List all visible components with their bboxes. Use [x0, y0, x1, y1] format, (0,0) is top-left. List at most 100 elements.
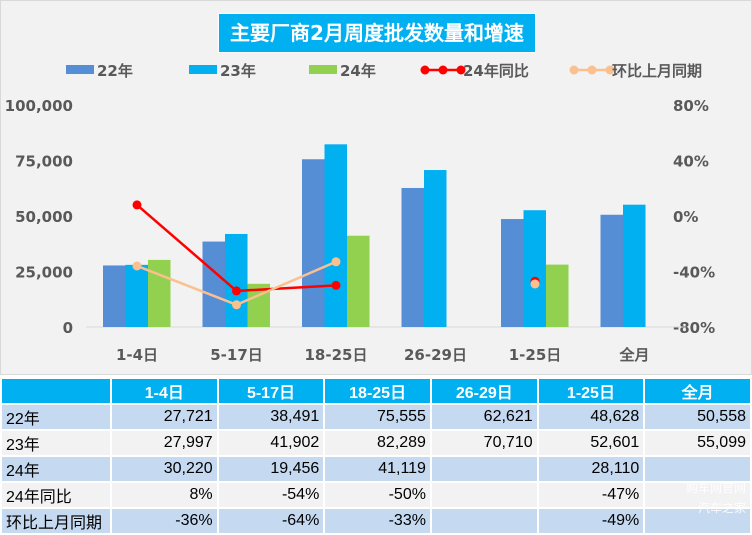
table-cell: 8%	[111, 483, 217, 507]
left-tick: 50,000	[15, 208, 73, 226]
table-row: 24年 30,220 19,456 41,119 28,110	[2, 457, 750, 481]
bar-23年	[125, 264, 148, 327]
right-tick: 40%	[673, 153, 709, 171]
table-cell: 48,628	[538, 405, 644, 429]
legend-swatch	[66, 65, 94, 74]
bar-23年	[424, 170, 447, 327]
legend-marker	[456, 65, 466, 75]
point-24年同比	[232, 286, 241, 296]
watermark-2: 汽车之家	[697, 501, 746, 515]
table-cell: 30,220	[111, 457, 217, 481]
legend-label: 环比上月同期	[612, 62, 702, 80]
bar-22年	[600, 214, 623, 327]
x-tick: 5-17日	[210, 346, 263, 364]
table-cell: 38,491	[218, 405, 324, 429]
table-header: 1-4日 5-17日 18-25日 26-29日 1-25日 全月	[2, 379, 750, 403]
left-tick: 0	[63, 319, 73, 337]
table-cell: 55,099	[645, 431, 750, 455]
table-cell: 75,555	[325, 405, 430, 429]
table-cell: 19,456	[218, 457, 324, 481]
point-环比上月同期	[232, 300, 241, 310]
table-cell: 23年	[2, 431, 110, 455]
bar-22年	[202, 241, 225, 327]
table-cell: 41,119	[325, 457, 430, 481]
legend-swatch	[309, 65, 337, 74]
legend-marker	[438, 65, 448, 75]
table-cell: -36%	[111, 509, 217, 533]
table-cell: -33%	[325, 509, 430, 533]
bar-22年	[501, 219, 524, 327]
table-cell	[431, 483, 537, 507]
chart-area: 主要厂商2月周度批发数量和增速 0 25,000 50,000 75,000 100,0…	[0, 0, 752, 375]
table-cell: 52,601	[538, 431, 644, 455]
table-cell: 70,710	[431, 431, 537, 455]
table-cell: -47%	[538, 483, 644, 507]
x-tick: 全月	[618, 346, 649, 364]
table-cell: 27,997	[111, 431, 217, 455]
table-cell: -49%	[538, 509, 644, 533]
table-cell: 50,558	[645, 405, 750, 429]
header-cell: 18-25日	[325, 379, 430, 403]
legend-marker	[587, 65, 597, 75]
bar-23年	[225, 233, 248, 327]
table-cell: 41,902	[218, 431, 324, 455]
table-cell	[645, 457, 750, 481]
table-cell: -64%	[218, 509, 324, 533]
x-tick: 1-4日	[116, 346, 158, 364]
legend-swatch	[189, 65, 217, 74]
table-cell: -50%	[325, 483, 430, 507]
data-table: 1-4日 5-17日 18-25日 26-29日 1-25日 全月 22年 27,721 38,…	[0, 377, 752, 535]
left-tick: 75,000	[15, 153, 73, 171]
right-tick: 0%	[673, 208, 698, 226]
table-cell: 62,621	[431, 405, 537, 429]
point-24年同比	[331, 280, 341, 290]
legend-label: 24年	[340, 62, 376, 80]
bar-23年	[523, 210, 546, 327]
bar-24年	[247, 283, 270, 327]
header-cell: 26-29日	[431, 379, 537, 403]
table-cell	[645, 483, 750, 507]
table-cell: 24年	[2, 457, 110, 481]
table-cell: 22年	[2, 405, 110, 429]
right-tick: 80%	[673, 97, 709, 115]
table-cell: 24年同比	[2, 483, 110, 507]
x-tick: 18-25日	[305, 346, 368, 364]
bar-24年	[148, 259, 171, 327]
legend-marker	[605, 65, 615, 75]
table-cell: 环比上月同期	[2, 509, 110, 533]
bar-23年	[623, 204, 646, 327]
legend-marker	[569, 65, 579, 75]
table-cell: 27,721	[111, 405, 217, 429]
header-cell: 1-25日	[538, 379, 644, 403]
chart-title: 主要厂商2月周度批发数量和增速	[218, 13, 536, 53]
bar-22年	[103, 265, 126, 327]
bar-23年	[324, 144, 347, 327]
table-row: 22年 27,721 38,491 75,555 62,621 48,628 50,558	[2, 405, 750, 429]
header-cell: 5-17日	[218, 379, 324, 403]
header-cell: 1-4日	[111, 379, 217, 403]
table-row: 23年 27,997 41,902 82,289 70,710 52,601 55,099	[2, 431, 750, 455]
point-24年同比	[132, 200, 142, 210]
legend-marker	[420, 65, 430, 75]
bar-24年	[546, 264, 569, 327]
header-cell: 全月	[645, 379, 750, 403]
header-cell	[2, 379, 110, 403]
watermark-1: 购车网官网	[685, 481, 746, 495]
bar-24年	[347, 235, 370, 327]
bar-22年	[302, 159, 325, 327]
table-cell	[431, 457, 537, 481]
chart-svg: 0 25,000 50,000 75,000 100,000 -80% -40% 0% 40% 8…	[5, 62, 715, 364]
left-tick: 100,000	[5, 97, 73, 115]
bar-22年	[401, 187, 424, 327]
legend-label: 22年	[97, 62, 133, 80]
table-row: 环比上月同期 -36% -64% -33% -49%	[2, 509, 750, 533]
table-cell: -54%	[218, 483, 324, 507]
right-tick: -40%	[673, 264, 715, 282]
legend-label: 23年	[220, 62, 256, 80]
x-tick: 26-29日	[404, 346, 467, 364]
legend-label: 24年同比	[463, 62, 529, 80]
table-cell: 82,289	[325, 431, 430, 455]
table-cell: 28,110	[538, 457, 644, 481]
table-cell	[431, 509, 537, 533]
x-tick: 1-25日	[509, 346, 562, 364]
